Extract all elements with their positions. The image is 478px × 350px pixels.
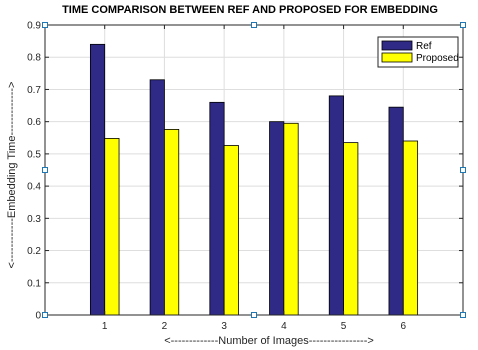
x-tick-label: 3 xyxy=(221,321,227,332)
bar-ref-2 xyxy=(149,79,165,316)
y-tick-label: 0.8 xyxy=(27,53,41,64)
bar-ref-5 xyxy=(328,95,344,316)
resize-handle[interactable] xyxy=(42,312,48,318)
resize-handle[interactable] xyxy=(460,22,466,28)
y-tick-label: 0.3 xyxy=(27,214,41,225)
x-tick-label: 1 xyxy=(102,321,108,332)
bar-proposed-6 xyxy=(402,140,419,316)
y-tick-label: 0.9 xyxy=(27,21,41,32)
bar-ref-6 xyxy=(388,106,404,316)
y-tick-label: 0.4 xyxy=(27,182,41,193)
resize-handle[interactable] xyxy=(460,312,466,318)
y-tick-label: 0.6 xyxy=(27,117,41,128)
ticks: 0 0.1 0.2 0.3 0.4 0.5 0.6 0.7 0.8 0.9 1 2 3 4 5 6 xyxy=(27,21,463,332)
y-tick-label: 0.7 xyxy=(27,85,41,96)
resize-handle[interactable] xyxy=(42,167,48,173)
resize-handle[interactable] xyxy=(460,167,466,173)
legend-swatch-ref xyxy=(381,40,413,51)
y-tick-label: 0.2 xyxy=(27,246,41,257)
resize-handle[interactable] xyxy=(251,312,257,318)
x-tick-label: 6 xyxy=(401,321,407,332)
resize-handle[interactable] xyxy=(251,22,257,28)
y-tick-label: 0 xyxy=(35,311,41,322)
bar-proposed-5 xyxy=(343,142,359,316)
bar-proposed-1 xyxy=(104,138,120,316)
x-tick-label: 2 xyxy=(162,321,168,332)
legend-label-ref: Ref xyxy=(416,41,432,52)
bar-ref-3 xyxy=(209,101,225,316)
selection-handles[interactable] xyxy=(42,22,466,318)
bar-proposed-3 xyxy=(223,145,239,316)
bar-proposed-4 xyxy=(283,122,299,316)
bar-proposed-2 xyxy=(164,128,180,316)
y-axis-label: <------------Embedding Time-------------… xyxy=(6,82,18,269)
y-tick-label: 0.5 xyxy=(27,149,41,160)
bars xyxy=(89,43,419,316)
x-tick-label: 5 xyxy=(341,321,347,332)
resize-handle[interactable] xyxy=(42,22,48,28)
legend-label-proposed: Proposed xyxy=(416,53,459,64)
legend-swatch-proposed xyxy=(381,52,413,63)
y-tick-label: 0.1 xyxy=(27,278,41,289)
x-tick-label: 4 xyxy=(281,321,287,332)
bar-ref-4 xyxy=(269,121,285,316)
chart-title: TIME COMPARISON BETWEEN REF AND PROPOSED… xyxy=(62,4,438,16)
x-axis-label: <-------------Number of Images----------… xyxy=(164,335,374,347)
bar-ref-1 xyxy=(89,43,106,316)
